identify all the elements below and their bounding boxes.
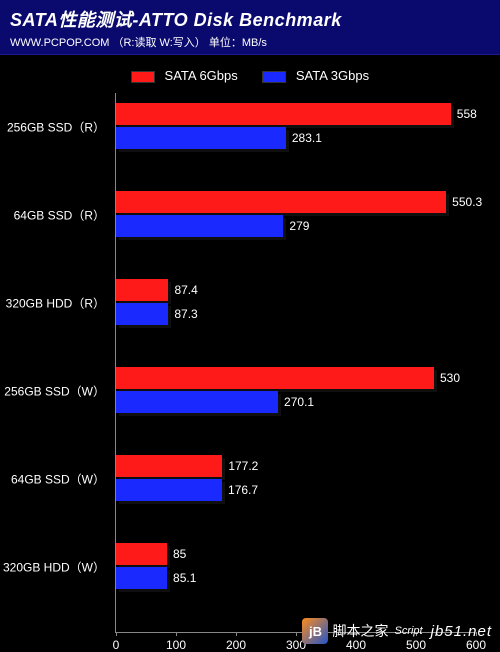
sata3-bar: 87.3 — [116, 303, 168, 325]
bar-value-label: 279 — [289, 219, 309, 233]
bar-value-label: 87.3 — [174, 307, 197, 321]
chart-subtitle: WWW.PCPOP.COM （R:读取 W:写入） 单位：MB/s — [10, 34, 490, 50]
bar-group: 320GB HDD（R）87.487.3 — [116, 273, 475, 333]
sata6-bar: 558 — [116, 103, 451, 125]
bar-group: 64GB SSD（W）177.2176.7 — [116, 449, 475, 509]
watermark: jB 脚本之家 Script jb51.net — [302, 618, 492, 644]
watermark-logo-icon: jB — [302, 618, 328, 644]
category-label: 64GB SSD（R） — [1, 207, 111, 224]
legend: SATA 6Gbps SATA 3Gbps — [0, 55, 500, 93]
plot-region: 0100200300400500600256GB SSD（R）558283.16… — [115, 93, 475, 633]
chart-header: SATA性能测试-ATTO Disk Benchmark WWW.PCPOP.C… — [0, 0, 500, 55]
bar-value-label: 530 — [440, 371, 460, 385]
x-tick — [296, 632, 297, 636]
bar-value-label: 85.1 — [173, 571, 196, 585]
legend-swatch-sata3 — [262, 71, 286, 83]
sata6-bar: 530 — [116, 367, 434, 389]
bar-group: 320GB HDD（W）8585.1 — [116, 537, 475, 597]
category-label: 320GB HDD（W） — [1, 559, 111, 576]
category-label: 256GB SSD（W） — [1, 383, 111, 400]
legend-label-sata6: SATA 6Gbps — [165, 68, 238, 83]
sata3-bar: 176.7 — [116, 479, 222, 501]
bar-value-label: 283.1 — [292, 131, 322, 145]
bar-group: 64GB SSD（R）550.3279 — [116, 185, 475, 245]
chart-area: 0100200300400500600256GB SSD（R）558283.16… — [0, 93, 500, 633]
x-tick — [236, 632, 237, 636]
category-label: 64GB SSD（W） — [1, 471, 111, 488]
bar-group: 256GB SSD（W）530270.1 — [116, 361, 475, 421]
x-tick — [176, 632, 177, 636]
x-tick — [116, 632, 117, 636]
sata3-bar: 85.1 — [116, 567, 167, 589]
sata3-bar: 283.1 — [116, 127, 286, 149]
bar-value-label: 177.2 — [228, 459, 258, 473]
sata6-bar: 85 — [116, 543, 167, 565]
watermark-url: jb51.net — [431, 623, 492, 640]
sata3-bar: 270.1 — [116, 391, 278, 413]
legend-item-sata3: SATA 3Gbps — [262, 68, 369, 83]
watermark-cn: 脚本之家 — [332, 621, 388, 641]
bar-value-label: 270.1 — [284, 395, 314, 409]
legend-swatch-sata6 — [131, 71, 155, 83]
bar-value-label: 176.7 — [228, 483, 258, 497]
bar-value-label: 87.4 — [174, 283, 197, 297]
bar-value-label: 558 — [457, 107, 477, 121]
bar-value-label: 550.3 — [452, 195, 482, 209]
watermark-en: Script — [394, 625, 422, 637]
legend-item-sata6: SATA 6Gbps — [131, 68, 238, 83]
sata3-bar: 279 — [116, 215, 283, 237]
sata6-bar: 550.3 — [116, 191, 446, 213]
sata6-bar: 177.2 — [116, 455, 222, 477]
chart-title: SATA性能测试-ATTO Disk Benchmark — [10, 6, 490, 32]
legend-label-sata3: SATA 3Gbps — [296, 68, 369, 83]
bar-group: 256GB SSD（R）558283.1 — [116, 97, 475, 157]
sata6-bar: 87.4 — [116, 279, 168, 301]
category-label: 320GB HDD（R） — [1, 295, 111, 312]
bar-value-label: 85 — [173, 547, 186, 561]
category-label: 256GB SSD（R） — [1, 119, 111, 136]
